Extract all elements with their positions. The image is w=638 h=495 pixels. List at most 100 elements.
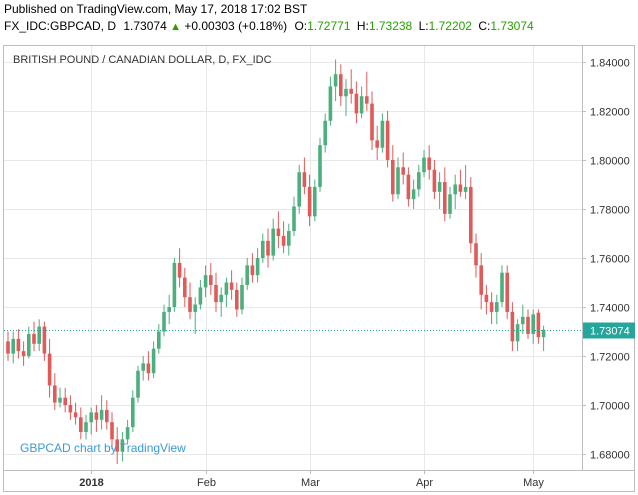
candle-body — [73, 412, 78, 418]
candle-body — [359, 96, 364, 114]
candle-body — [146, 363, 151, 374]
x-tick-label: May — [523, 477, 544, 489]
candle-up — [167, 294, 171, 325]
candle-body — [131, 397, 135, 428]
up-arrow-icon: ▲ — [170, 21, 181, 33]
candle-body — [255, 258, 260, 276]
last-price-badge-text: 1.73074 — [590, 326, 630, 338]
candle-down — [209, 262, 213, 295]
candle-up — [131, 390, 135, 433]
candle-body — [401, 167, 405, 175]
y-tick-label: 1.72000 — [590, 352, 630, 364]
last-price: 1.73074 — [123, 19, 167, 33]
candle-body — [396, 167, 400, 195]
candle-body — [183, 277, 187, 298]
candle-down — [474, 233, 478, 278]
symbol-quote-bar: FX_IDC:GBPCAD, D 1.73074 ▲ +0.00303 (+0.… — [4, 19, 534, 33]
candle-up — [157, 324, 161, 354]
high-label: H: — [356, 19, 369, 33]
candle-up — [58, 387, 62, 408]
candle-body — [443, 182, 447, 214]
candle-down — [183, 267, 187, 308]
candle-up — [297, 164, 301, 214]
candle-up — [89, 407, 93, 435]
candle-up — [411, 179, 416, 209]
candle-body — [203, 275, 208, 288]
candle-up — [136, 365, 140, 403]
last-price-badge — [583, 322, 635, 339]
attribution-text[interactable]: GBPCAD chart by TradingView — [20, 441, 186, 455]
candle-body — [287, 231, 291, 246]
candle-body — [53, 385, 57, 403]
candle-body — [188, 297, 192, 312]
candle-down — [214, 272, 218, 312]
candle-down — [339, 64, 343, 107]
candle-down — [16, 329, 21, 359]
candle-body — [37, 326, 41, 344]
candle-up — [172, 258, 177, 312]
candle-body — [141, 363, 145, 371]
low-label: L: — [418, 19, 429, 33]
candle-up — [495, 294, 499, 325]
candle-body — [11, 338, 15, 354]
candle-body — [531, 314, 535, 334]
x-tick-label: Apr — [416, 477, 433, 489]
candle-body — [193, 304, 197, 312]
candle-down — [370, 91, 374, 151]
candle-down — [432, 159, 437, 200]
candle-up — [531, 309, 535, 344]
candle-down — [266, 228, 270, 268]
candle-body — [365, 96, 369, 104]
candle-down — [526, 309, 530, 339]
candle-body — [370, 103, 374, 141]
candle-body — [42, 326, 47, 354]
candle-body — [136, 370, 140, 398]
candle-body — [105, 409, 109, 423]
candle-body — [323, 120, 327, 146]
candle-down — [484, 284, 489, 315]
candle-down — [349, 69, 353, 104]
candle-up — [333, 59, 338, 102]
candle-body — [427, 157, 431, 170]
candle-up — [120, 432, 125, 462]
y-tick-label: 1.76000 — [590, 254, 630, 266]
candle-up — [380, 113, 385, 153]
candle-body — [250, 265, 255, 276]
candle-body — [79, 417, 83, 433]
candle-down — [427, 145, 431, 180]
candle-up — [240, 277, 244, 315]
x-tick-label: 2018 — [79, 477, 103, 489]
candle-body — [318, 145, 322, 187]
candle-body — [47, 353, 52, 386]
candle-body — [526, 316, 530, 334]
candle-up — [323, 113, 327, 153]
candle-body — [313, 186, 317, 217]
candle-down — [302, 157, 307, 195]
y-tick-label: 1.74000 — [590, 303, 630, 315]
candle-up — [193, 297, 197, 334]
y-tick-label: 1.68000 — [590, 450, 630, 462]
candle-body — [375, 140, 379, 148]
candle-body — [505, 272, 509, 312]
candle-down — [53, 373, 57, 410]
candle-body — [417, 172, 421, 190]
candle-down — [235, 282, 239, 317]
candle-body — [224, 282, 229, 295]
candle-down — [479, 253, 483, 310]
y-tick-label: 1.78000 — [590, 205, 630, 217]
candle-up — [359, 86, 364, 119]
candle-body — [292, 206, 296, 232]
candle-up — [417, 164, 421, 197]
candle-down — [6, 331, 10, 361]
candle-body — [307, 186, 312, 217]
candle-up — [515, 319, 520, 352]
candle-body — [84, 422, 88, 433]
low-value: 1.72202 — [428, 19, 472, 33]
candle-up — [271, 218, 275, 261]
x-tick-label: Feb — [197, 477, 216, 489]
candle-body — [458, 184, 463, 192]
candle-body — [21, 351, 26, 357]
candle-body — [214, 284, 218, 303]
candle-body — [110, 422, 114, 440]
